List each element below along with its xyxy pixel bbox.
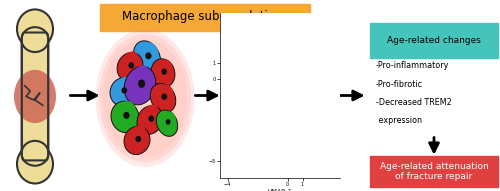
Ellipse shape xyxy=(22,141,48,166)
Ellipse shape xyxy=(99,34,191,162)
Ellipse shape xyxy=(96,29,194,167)
Text: Age-related attenuation
of fracture repair: Age-related attenuation of fracture repa… xyxy=(380,162,488,181)
Ellipse shape xyxy=(138,42,158,64)
Ellipse shape xyxy=(124,66,156,105)
FancyBboxPatch shape xyxy=(22,32,48,160)
Ellipse shape xyxy=(14,70,56,123)
Ellipse shape xyxy=(110,78,136,106)
Ellipse shape xyxy=(162,94,167,100)
FancyBboxPatch shape xyxy=(370,156,498,187)
Ellipse shape xyxy=(137,106,163,134)
Ellipse shape xyxy=(117,53,143,81)
Ellipse shape xyxy=(17,144,53,184)
FancyBboxPatch shape xyxy=(370,23,498,58)
Text: expression: expression xyxy=(376,116,422,125)
Ellipse shape xyxy=(154,59,172,79)
Ellipse shape xyxy=(156,110,178,136)
FancyBboxPatch shape xyxy=(100,4,310,31)
Ellipse shape xyxy=(114,77,132,99)
Ellipse shape xyxy=(102,39,188,157)
Ellipse shape xyxy=(111,101,139,133)
Ellipse shape xyxy=(115,101,136,124)
Text: Age-related changes: Age-related changes xyxy=(387,36,481,45)
Text: -Decreased TREM2: -Decreased TREM2 xyxy=(376,98,452,107)
Ellipse shape xyxy=(136,136,141,142)
Ellipse shape xyxy=(166,119,170,125)
Ellipse shape xyxy=(106,44,184,152)
Ellipse shape xyxy=(122,87,127,94)
Ellipse shape xyxy=(120,51,138,74)
Text: -Pro-fibrotic: -Pro-fibrotic xyxy=(376,79,423,89)
Ellipse shape xyxy=(124,126,150,155)
Ellipse shape xyxy=(123,112,130,119)
Ellipse shape xyxy=(128,66,150,96)
Ellipse shape xyxy=(22,27,48,52)
Text: -Pro-inflammatory: -Pro-inflammatory xyxy=(376,61,450,70)
Ellipse shape xyxy=(160,111,176,129)
X-axis label: UMAP_1: UMAP_1 xyxy=(268,188,292,191)
Ellipse shape xyxy=(154,84,174,104)
Ellipse shape xyxy=(150,83,176,113)
Ellipse shape xyxy=(145,52,152,59)
Ellipse shape xyxy=(162,68,167,75)
Ellipse shape xyxy=(151,59,175,87)
Ellipse shape xyxy=(134,41,160,74)
Ellipse shape xyxy=(128,62,134,69)
Ellipse shape xyxy=(17,9,53,49)
Ellipse shape xyxy=(128,125,146,147)
Ellipse shape xyxy=(138,79,145,88)
Text: Macrophage subpopulations: Macrophage subpopulations xyxy=(122,10,288,23)
Ellipse shape xyxy=(140,104,158,127)
Ellipse shape xyxy=(148,115,154,122)
